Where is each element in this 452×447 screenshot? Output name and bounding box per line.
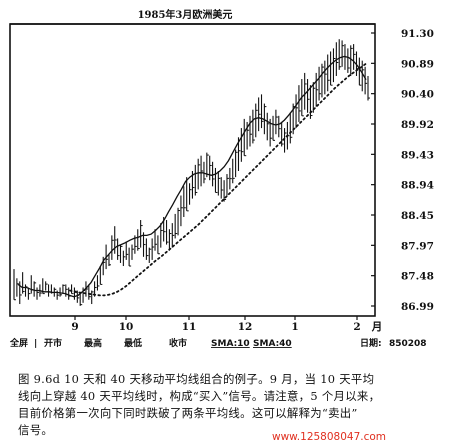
y-tick-label: 87.48 — [401, 271, 434, 283]
watermark: www.125808047.com — [272, 431, 387, 443]
low-label[interactable]: 最低 — [124, 337, 142, 349]
y-tick-label: 90.89 — [401, 58, 434, 70]
y-tick-label: 90.40 — [401, 89, 434, 101]
y-axis: 91.30 90.89 90.40 89.92 89.43 88.94 88.45 87.97… — [371, 28, 434, 313]
chart-title: 1985年3月欧洲美元 — [138, 8, 233, 21]
x-tick-label: 11 — [182, 321, 197, 333]
y-tick-label: 89.92 — [401, 119, 434, 131]
figure-caption: 图 9.6d 10 天和 40 天移动平均线组合的例子。9 月，当 10 天平均… — [18, 371, 438, 439]
x-tick-label: 1 — [291, 321, 298, 333]
sma40-line — [69, 62, 367, 297]
x-tick-label: 9 — [71, 321, 78, 333]
caption-line: 图 9.6d 10 天和 40 天移动平均线组合的例子。9 月，当 10 天平均 — [18, 372, 375, 386]
price-bars — [13, 39, 370, 306]
sma10-line — [17, 55, 367, 298]
high-label[interactable]: 最高 — [84, 337, 102, 349]
full-screen-button[interactable]: 全屏 — [9, 337, 28, 349]
plot-frame — [9, 23, 376, 317]
open-label[interactable]: 开市 — [44, 337, 62, 349]
y-tick-label: 88.94 — [401, 180, 434, 192]
x-tick-label: 月 — [371, 321, 383, 333]
y-tick-label: 86.99 — [401, 301, 434, 313]
x-tick-label: 10 — [119, 321, 134, 333]
sma10-label[interactable]: SMA:10 — [211, 339, 250, 349]
x-tick-label: 12 — [238, 321, 253, 333]
date-label: 日期: — [360, 337, 382, 349]
sma40-label[interactable]: SMA:40 — [253, 339, 292, 349]
x-tick-label: 2 — [353, 321, 360, 333]
date-value: 850208 — [389, 339, 427, 349]
bottom-bar: 全屏 | 开市 最高 最低 收市 SMA:10 SMA:40 日期: 85020… — [9, 337, 427, 349]
close-label[interactable]: 收市 — [169, 337, 187, 349]
caption-line: 线向上穿越 40 天平均线时，构成“买入”信号。请注意，5 个月以来， — [18, 389, 381, 403]
caption-line: 信号。 — [18, 423, 54, 437]
divider: | — [34, 339, 37, 349]
caption-line: 目前价格第一次向下同时跌破了两条平均线。这可以解释为“卖出” — [18, 406, 358, 420]
y-tick-label: 87.97 — [401, 240, 434, 252]
y-tick-label: 88.45 — [401, 210, 434, 222]
x-axis: 9 10 11 12 1 2 月 — [71, 316, 382, 333]
y-tick-label: 89.43 — [401, 149, 434, 161]
y-tick-label: 91.30 — [401, 28, 434, 40]
